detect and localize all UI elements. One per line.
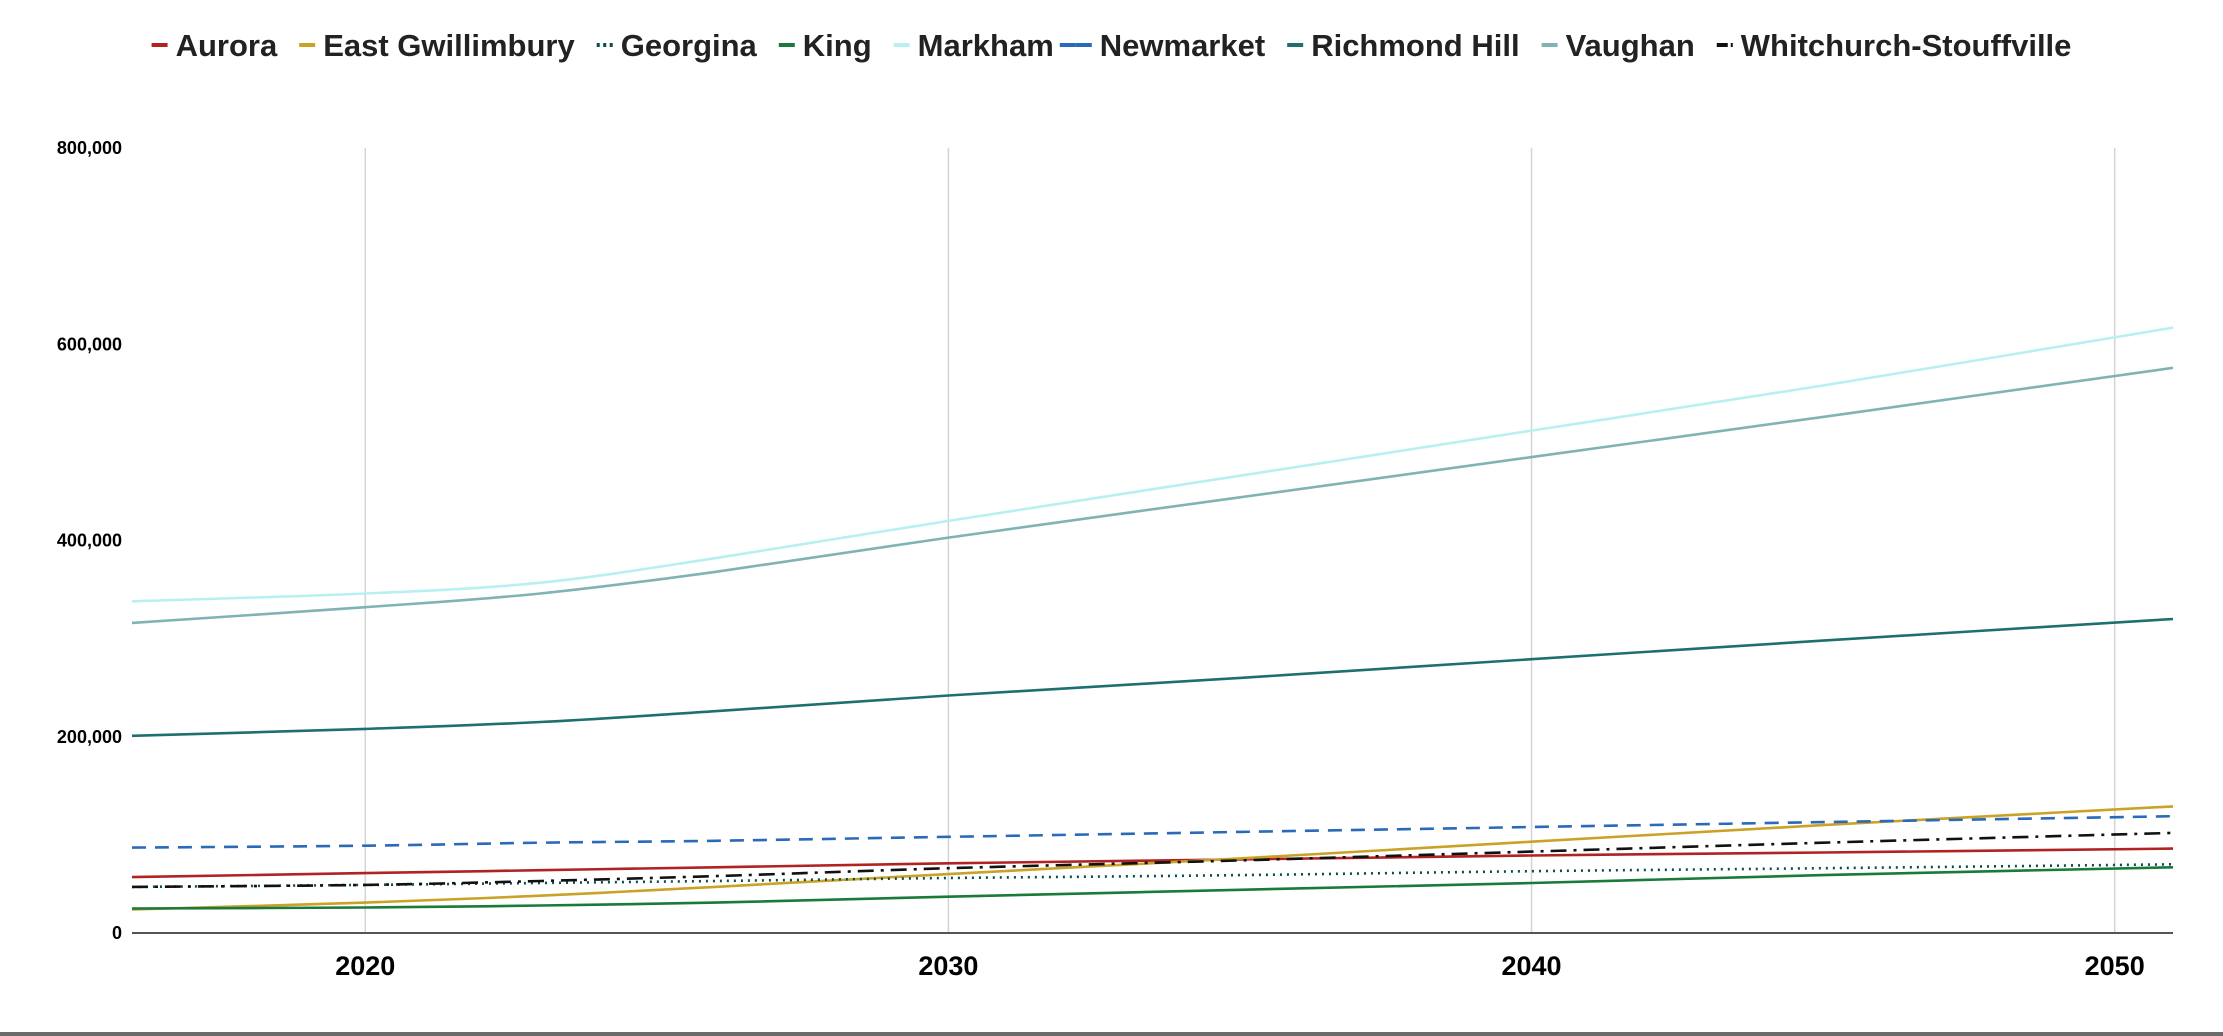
series-line-aurora	[131, 847, 2174, 879]
legend-label-whitchurch-stouffville: Whitchurch-Stouffville	[1741, 28, 2072, 63]
x-tick-label-2030: 2030	[918, 951, 978, 981]
series-line-king	[131, 866, 2174, 910]
series-line-newmarket	[131, 814, 2174, 849]
axes: 2020 2030 2040 2050 0 200,000 400,000 600,000 80…	[57, 138, 2173, 981]
series-lines	[131, 326, 2174, 911]
legend-item-georgina: Georgina	[596, 28, 758, 63]
x-tick-label-2040: 2040	[1502, 951, 1562, 981]
legend-label-vaughan: Vaughan	[1566, 28, 1695, 63]
x-tick-label-2050: 2050	[2085, 951, 2145, 981]
legend: Aurora East Gwillimbury Georgina King Markha…	[151, 28, 2072, 63]
legend-item-aurora: Aurora	[151, 28, 278, 63]
y-tick-label-4: 800,000	[57, 138, 122, 158]
series-line-markham	[131, 326, 2174, 603]
legend-label-aurora: Aurora	[176, 28, 278, 63]
legend-label-markham: Markham	[918, 28, 1054, 63]
legend-item-king: King	[778, 28, 872, 63]
x-tick-label-2020: 2020	[335, 951, 395, 981]
legend-item-markham: Markham	[893, 28, 1054, 63]
legend-item-richmond-hill: Richmond Hill	[1287, 28, 1520, 63]
series-line-east-gwillimbury	[131, 805, 2174, 911]
legend-label-king: King	[803, 28, 872, 63]
y-tick-label-1: 200,000	[57, 727, 122, 747]
legend-label-richmond-hill: Richmond Hill	[1311, 28, 1519, 63]
legend-item-newmarket: Newmarket	[1059, 28, 1265, 63]
legend-label-georgina: Georgina	[621, 28, 758, 63]
bottom-border	[0, 1032, 2223, 1036]
y-tick-label-2: 400,000	[57, 531, 122, 551]
legend-item-whitchurch-stouffville: Whitchurch-Stouffville	[1716, 28, 2072, 63]
y-tick-label-0: 0	[112, 923, 122, 943]
legend-label-newmarket: Newmarket	[1100, 28, 1265, 63]
legend-item-vaughan: Vaughan	[1541, 28, 1695, 63]
legend-label-east-gwillimbury: East Gwillimbury	[323, 28, 575, 63]
legend-item-east-gwillimbury: East Gwillimbury	[299, 28, 575, 63]
series-line-richmond-hill	[131, 617, 2174, 738]
series-line-vaughan	[131, 366, 2174, 625]
gridlines	[364, 148, 2116, 933]
y-tick-label-3: 600,000	[57, 334, 122, 354]
series-line-whitchurch-stouffville	[131, 831, 2174, 889]
